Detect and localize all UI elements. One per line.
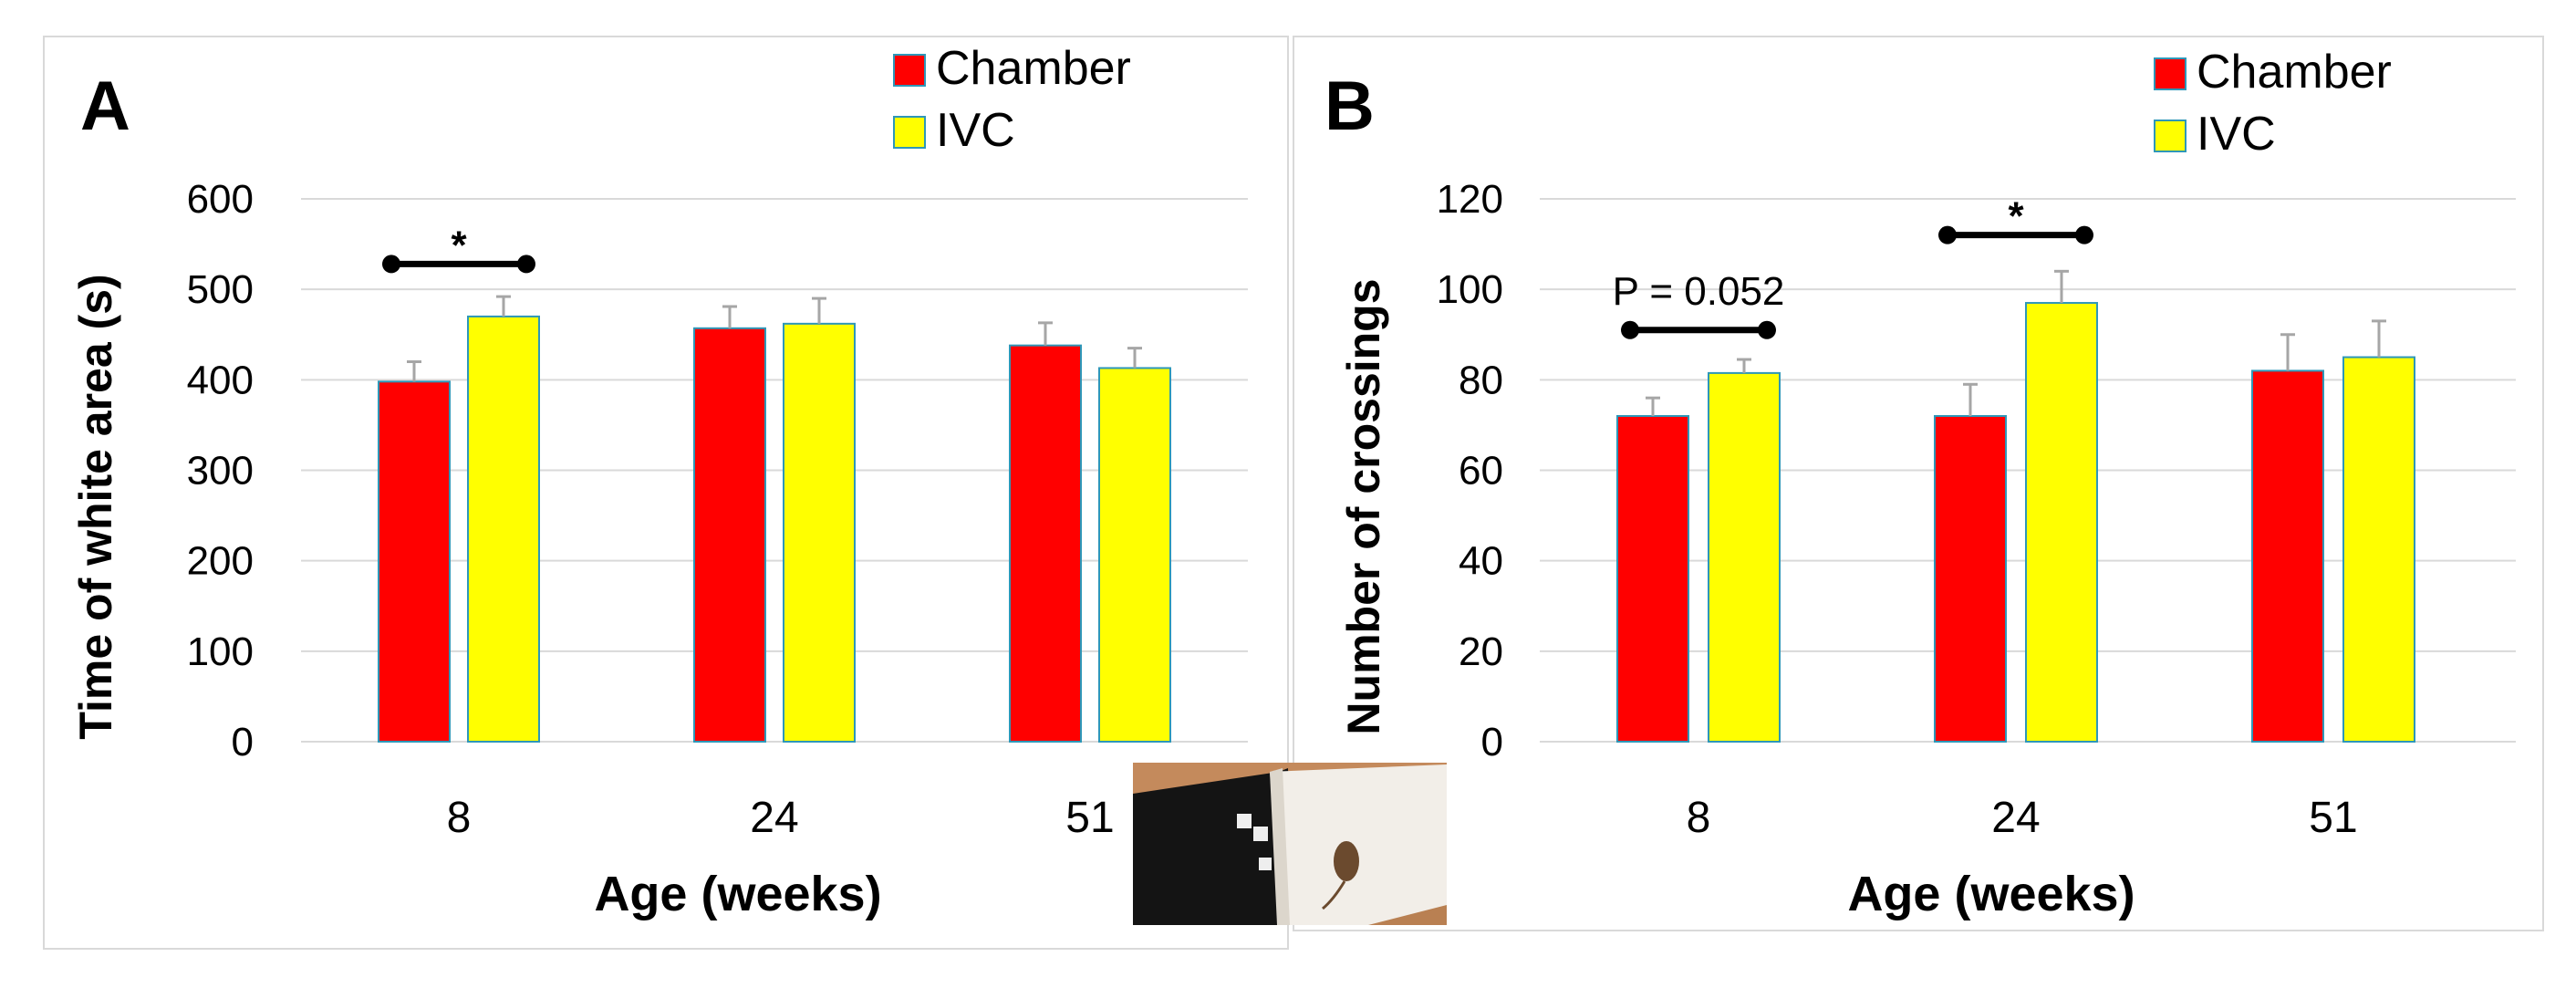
- panel-a-bar-ivc-24: [783, 322, 856, 743]
- panel-a-bar-chamber-8: [378, 380, 451, 743]
- panel-b-bar-chamber-51: [2251, 369, 2324, 743]
- panel-a-legend-swatch-chamber: [893, 54, 926, 87]
- panel-b-significance-dot: [1758, 320, 1776, 339]
- panel-b: 0 20 40 60 80 100 120 8 P = 0.052 24 * 51 Age (weeks…: [1324, 46, 2516, 921]
- panel-a-x-axis-label: Age (weeks): [594, 867, 881, 921]
- panel-b-significance-dot: [1621, 320, 1639, 339]
- panel-b-ytick-label: 80: [1459, 358, 1503, 402]
- panel-b-xtick-label: 8: [1687, 794, 1711, 842]
- panel-b-x-axis-label: Age (weeks): [1847, 867, 2135, 921]
- panel-b-legend-label-chamber: Chamber: [2197, 46, 2392, 99]
- panel-b-significance-dot: [1938, 225, 1957, 244]
- panel-b-bar-ivc-51: [2342, 356, 2415, 743]
- panel-a-bar-ivc-8: [467, 315, 540, 743]
- panel-b-ytick-label: 100: [1437, 267, 1503, 312]
- panel-b-letter: B: [1324, 68, 1375, 145]
- panel-a: 0 100 200 300 400 500 600 8 * 24 51 Age (weeks) Time…: [70, 42, 1248, 921]
- panel-a-bar-chamber-24: [693, 327, 766, 743]
- panel-a-ytick-label: 600: [187, 177, 254, 222]
- panel-a-ytick-label: 0: [232, 720, 254, 764]
- panel-a-bar-ivc-51: [1098, 367, 1171, 743]
- panel-b-y-axis-label: Number of crossings: [1338, 278, 1389, 734]
- panel-b-ytick-label: 60: [1459, 449, 1503, 494]
- panel-b-significance-label: *: [2008, 194, 2024, 239]
- panel-b-significance-dot: [2075, 225, 2093, 244]
- panel-a-letter: A: [80, 68, 130, 145]
- panel-b-ytick-label: 0: [1481, 720, 1503, 764]
- panel-a-significance-dot: [517, 255, 535, 274]
- panel-b-legend-swatch-ivc: [2154, 120, 2186, 152]
- panel-b-bar-ivc-8: [1708, 371, 1781, 743]
- panel-a-xtick-label: 24: [750, 794, 798, 842]
- panel-b-bar-ivc-24: [2025, 302, 2098, 743]
- panel-a-ytick-label: 200: [187, 539, 254, 584]
- panel-b-legend-label-ivc: IVC: [2197, 108, 2276, 161]
- panel-a-xtick-label: 51: [1065, 794, 1114, 842]
- panel-a-legend-label-ivc: IVC: [936, 104, 1015, 157]
- panel-b-bar-chamber-8: [1616, 415, 1689, 743]
- panel-a-bar-chamber-51: [1009, 344, 1082, 743]
- panel-a-legend-swatch-ivc: [893, 116, 926, 149]
- panel-a-y-axis-label: Time of white area (s): [70, 274, 121, 739]
- panel-a-xtick-label: 8: [447, 794, 472, 842]
- panel-a-ytick-label: 400: [187, 358, 254, 402]
- panel-a-significance-label: *: [451, 223, 467, 267]
- panel-b-ytick-label: 120: [1437, 177, 1503, 222]
- panel-a-significance-dot: [382, 255, 400, 274]
- panel-b-bar-chamber-24: [1934, 415, 2007, 743]
- panel-b-ytick-label: 20: [1459, 629, 1503, 674]
- panel-b-legend-swatch-chamber: [2154, 57, 2186, 90]
- panel-a-ytick-label: 500: [187, 267, 254, 312]
- light-dark-box-photo: [1133, 763, 1447, 925]
- panel-b-xtick-label: 51: [2309, 794, 2357, 842]
- panel-b-significance-label: P = 0.052: [1613, 269, 1785, 314]
- panel-b-xtick-label: 24: [1991, 794, 2040, 842]
- panel-a-legend-label-chamber: Chamber: [936, 42, 1131, 95]
- panel-a-ytick-label: 300: [187, 449, 254, 494]
- panel-b-ytick-label: 40: [1459, 539, 1503, 584]
- panel-b-frame: [1293, 36, 2544, 931]
- panel-a-ytick-label: 100: [187, 629, 254, 674]
